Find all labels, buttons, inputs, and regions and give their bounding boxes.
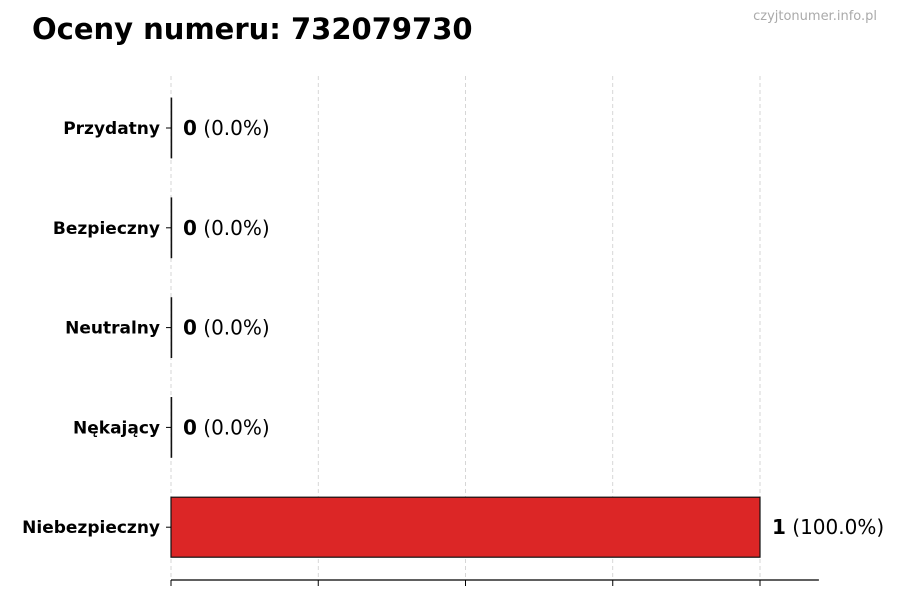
data-label: 1 (100.0%) xyxy=(772,515,884,539)
data-label: 0 (0.0%) xyxy=(183,415,270,439)
bar xyxy=(170,396,173,458)
watermark: czyjtonumer.info.pl xyxy=(753,9,877,24)
page-title: Oceny numeru: 732079730 xyxy=(32,12,473,46)
data-label: 0 (0.0%) xyxy=(183,116,270,140)
data-label-percent: (0.0%) xyxy=(197,116,270,140)
data-label: 0 (0.0%) xyxy=(183,216,270,240)
category-label: Neutralny xyxy=(65,319,160,339)
bar xyxy=(170,297,173,359)
category-label: Niebezpieczny xyxy=(22,518,160,538)
category-label: Nękający xyxy=(73,418,160,438)
bar xyxy=(170,97,173,159)
data-label-count: 0 xyxy=(183,116,197,140)
category-label: Bezpieczny xyxy=(53,219,160,239)
bar xyxy=(170,197,173,259)
data-label-percent: (100.0%) xyxy=(786,515,884,539)
data-label-count: 0 xyxy=(183,216,197,240)
data-label: 0 (0.0%) xyxy=(183,316,270,340)
data-label-count: 0 xyxy=(183,415,197,439)
data-label-percent: (0.0%) xyxy=(197,316,270,340)
category-label: Przydatny xyxy=(63,119,160,139)
data-label-percent: (0.0%) xyxy=(197,415,270,439)
bar xyxy=(170,496,761,558)
data-label-count: 0 xyxy=(183,316,197,340)
data-label-percent: (0.0%) xyxy=(197,216,270,240)
data-label-count: 1 xyxy=(772,515,786,539)
